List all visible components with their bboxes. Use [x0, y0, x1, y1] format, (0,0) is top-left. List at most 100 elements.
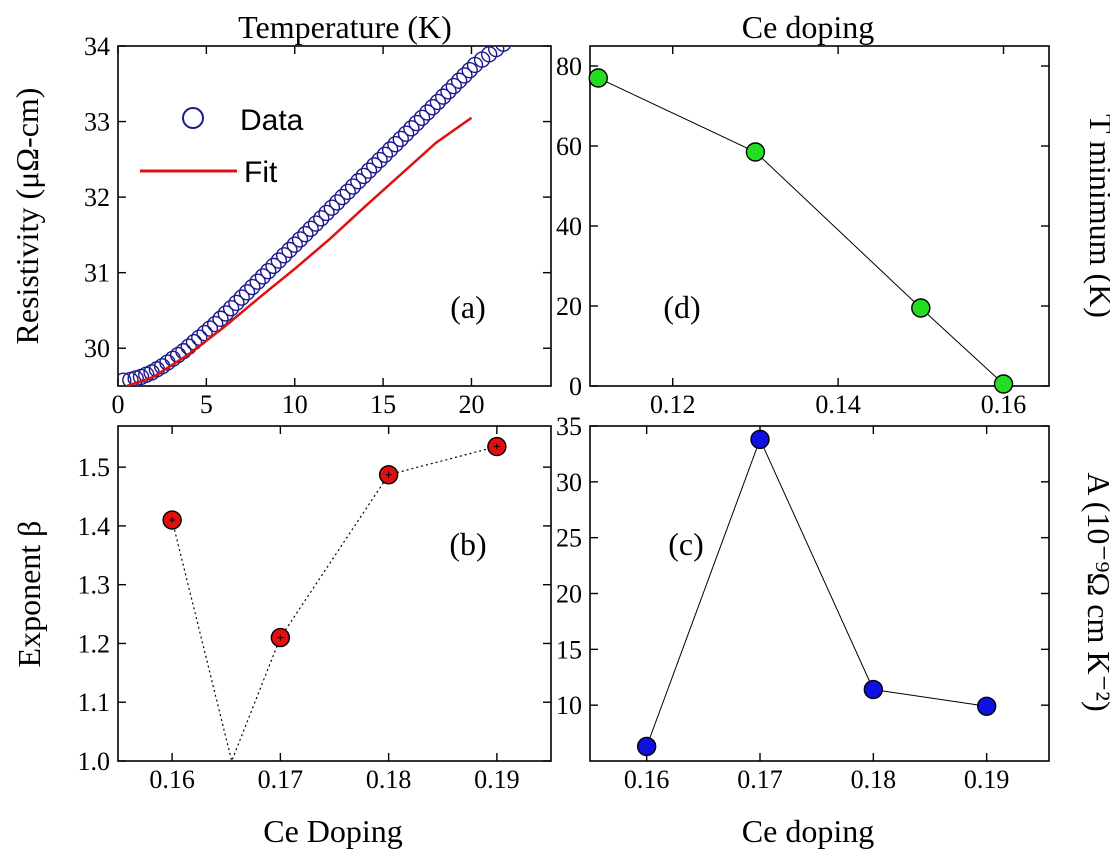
panel-d-label: (d)	[663, 289, 700, 325]
data-point	[222, 299, 240, 317]
data-point	[507, 46, 514, 47]
data-point	[408, 114, 425, 132]
panel-a-frame	[117, 45, 552, 387]
data-point	[244, 278, 261, 296]
panel-a-xlabel: Temperature (K)	[238, 9, 452, 45]
panel-a-plot-area	[118, 10, 546, 386]
panel-c-xtick-label: 0.17	[737, 765, 783, 794]
panel-a-ylabel: Resistivity (μΩ-cm)	[9, 88, 45, 345]
panel-d-ylabel: T minimum (K)	[1083, 114, 1110, 318]
A-line	[646, 438, 987, 747]
data-point	[517, 20, 532, 35]
data-point	[461, 61, 478, 79]
panel-a-xtick-label: 20	[458, 390, 484, 419]
tmin-point	[993, 374, 1014, 394]
data-point	[313, 210, 330, 227]
data-point	[531, 10, 546, 25]
A-point	[750, 429, 770, 450]
data-point	[397, 125, 415, 142]
data-point	[524, 15, 539, 30]
panel-c-xlabel: Ce doping	[742, 813, 874, 849]
panel-b-xlabel: Ce Doping	[263, 813, 403, 849]
data-point	[387, 136, 404, 153]
data-point	[334, 188, 351, 206]
data-point	[360, 162, 378, 179]
panel-c-ytick-label: 35	[556, 412, 582, 441]
panel-b-xtick-label: 0.17	[258, 765, 304, 794]
tmin-point	[745, 142, 766, 162]
data-point	[445, 77, 462, 95]
panel-a-ytick-label: 30	[84, 334, 110, 363]
panel-a-xtick-label: 15	[370, 390, 396, 419]
data-point	[207, 315, 224, 333]
panel-c-ylabel: A (10⁻⁹Ω cm K⁻²)	[1081, 472, 1110, 711]
data-point	[328, 194, 346, 211]
data-point	[403, 120, 420, 137]
panel-c-xtick-label: 0.18	[851, 765, 897, 794]
data-point	[488, 46, 505, 58]
panel-a-label: (a)	[450, 289, 486, 325]
data-point	[307, 215, 325, 232]
panel-c-ytick-label: 10	[556, 691, 582, 720]
panel-a-legend: Data Fit	[140, 104, 304, 189]
panel-d-xlabel: Ce doping	[742, 9, 874, 45]
panel-b-exponent: Exponent β Ce Doping (b) 0.16 0.17 0.18 0.1…	[11, 425, 552, 849]
data-point	[201, 320, 219, 337]
panel-d-ytick-label: 20	[556, 292, 582, 321]
data-point	[212, 310, 229, 327]
panel-a-ytick-label: 33	[84, 108, 110, 137]
data-point	[318, 204, 335, 222]
data-point	[291, 231, 309, 248]
panel-c-ytick-label: 25	[556, 524, 582, 553]
tmin-point	[588, 68, 608, 88]
A-point	[976, 696, 997, 716]
panel-b-ytick-label: 1.3	[78, 571, 111, 600]
panel-a-ytick-label: 31	[84, 259, 110, 288]
data-point	[217, 305, 235, 322]
data-point	[355, 167, 372, 185]
data-point	[254, 268, 272, 285]
A-point	[863, 679, 884, 700]
data-point	[366, 157, 383, 174]
data-point	[350, 173, 367, 190]
data-point	[323, 199, 341, 216]
data-point	[392, 130, 409, 148]
panel-b-ytick-label: 1.0	[78, 747, 111, 776]
data-point	[118, 372, 132, 386]
panel-b-xtick-label: 0.19	[474, 765, 520, 794]
panel-b-ytick-label: 1.4	[78, 512, 111, 541]
panel-c-coefficient: Ce doping A (10⁻⁹Ω cm K⁻²) (c) 0.16 0.17 0…	[556, 412, 1110, 849]
data-point	[260, 262, 277, 280]
beta-guide-line	[171, 446, 498, 761]
data-point	[238, 284, 256, 301]
fit-line	[126, 116, 473, 386]
data-point	[228, 294, 245, 312]
A-point	[636, 736, 657, 757]
data-point	[456, 67, 473, 84]
data-point	[302, 220, 319, 238]
panel-b-plot-area	[171, 446, 498, 761]
data-point	[440, 83, 457, 100]
panel-b-frame	[117, 425, 552, 762]
data-point	[281, 241, 298, 259]
data-point	[376, 146, 394, 164]
panel-d-xtick-label: 0.16	[981, 390, 1027, 419]
panel-b-ytick-label: 1.1	[78, 688, 111, 717]
legend-data-marker	[182, 107, 204, 129]
data-point	[413, 109, 431, 126]
data-point	[265, 257, 282, 275]
data-point	[371, 151, 388, 169]
legend-fit-label: Fit	[244, 156, 278, 189]
panel-b-ylabel: Exponent β	[11, 521, 47, 668]
data-point	[381, 141, 399, 158]
data-point	[233, 289, 250, 306]
data-point	[434, 88, 452, 105]
panel-a-xtick-label: 10	[282, 390, 308, 419]
panel-d-tminimum: Ce doping T minimum (K) (d) 0.12 0.14 0.16…	[556, 9, 1110, 419]
panel-c-ytick-label: 15	[556, 635, 582, 664]
tmin-line	[598, 77, 1004, 385]
data-point	[429, 93, 447, 111]
panel-d-ytick-label: 40	[556, 212, 582, 241]
panel-d-xtick-label: 0.14	[815, 390, 861, 419]
